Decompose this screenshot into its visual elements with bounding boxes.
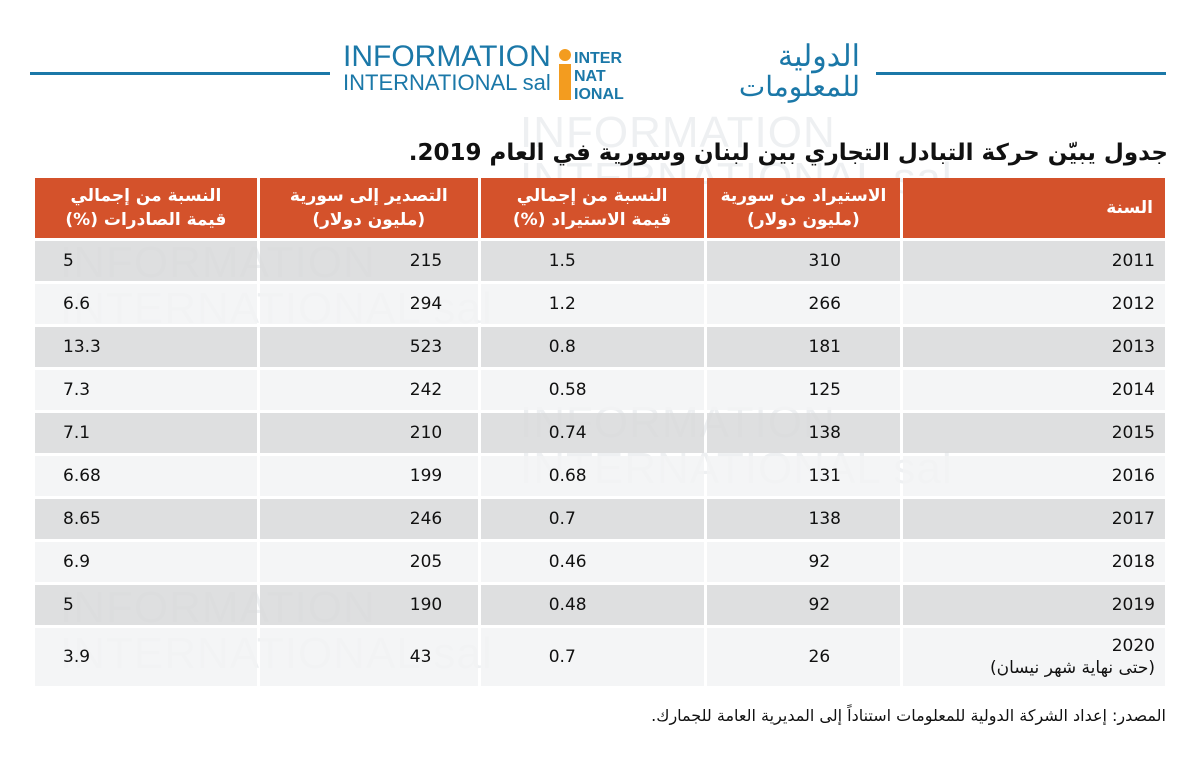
cell-exports-pct: 5	[35, 241, 257, 281]
logo-arabic: الدولية للمعلومات	[640, 42, 860, 102]
cell-year: 2016	[903, 456, 1165, 496]
cell-imports-pct: 0.7	[480, 628, 704, 686]
cell-exports-pct: 3.9	[35, 628, 257, 686]
table-row: 2018 92 0.46 205 6.9	[35, 542, 1165, 582]
table-header-row: السنة الاستيراد من سورية (مليون دولار) ا…	[35, 178, 1165, 238]
cell-exports: 199	[259, 456, 478, 496]
cell-exports-pct: 5	[35, 585, 257, 625]
cell-imports: 125	[706, 370, 901, 410]
header-imports-pct: النسبة من إجمالي قيمة الاستيراد (%)	[480, 178, 704, 238]
cell-exports-pct: 8.65	[35, 499, 257, 539]
source-note: المصدر: إعداد الشركة الدولية للمعلومات ا…	[651, 706, 1166, 725]
logo-ar-line1: الدولية	[778, 39, 860, 74]
cell-imports-pct: 0.48	[480, 585, 704, 625]
logo-mark-line1: INTER	[574, 50, 622, 67]
trade-table: السنة الاستيراد من سورية (مليون دولار) ا…	[32, 175, 1168, 689]
cell-exports: 43	[259, 628, 478, 686]
cell-imports: 131	[706, 456, 901, 496]
header-rule-right	[876, 72, 1166, 75]
table-row: 2012 266 1.2 294 6.6	[35, 284, 1165, 324]
cell-imports-pct: 1.2	[480, 284, 704, 324]
cell-imports-pct: 0.74	[480, 413, 704, 453]
header-exports-pct-line1: النسبة من إجمالي	[70, 186, 222, 206]
header-imports-pct-line1: النسبة من إجمالي	[516, 186, 668, 206]
cell-year: 2011	[903, 241, 1165, 281]
table-row: 2017 138 0.7 246 8.65	[35, 499, 1165, 539]
header-imports-pct-line2: قيمة الاستيراد (%)	[512, 210, 672, 230]
table-row: 2015 138 0.74 210 7.1	[35, 413, 1165, 453]
cell-imports-pct: 0.46	[480, 542, 704, 582]
cell-imports: 26	[706, 628, 901, 686]
cell-year-note: (حتى نهاية شهر نيسان)	[989, 658, 1155, 678]
header-exports-pct: النسبة من إجمالي قيمة الصادرات (%)	[35, 178, 257, 238]
cell-exports-pct: 13.3	[35, 327, 257, 367]
logo-en-line1: INFORMATION	[343, 40, 551, 73]
cell-imports-pct: 0.68	[480, 456, 704, 496]
logo-english: INFORMATION INTERNATIONAL sal	[343, 40, 551, 96]
cell-imports: 310	[706, 241, 901, 281]
cell-year: 2019	[903, 585, 1165, 625]
cell-exports: 246	[259, 499, 478, 539]
cell-exports: 210	[259, 413, 478, 453]
cell-exports: 190	[259, 585, 478, 625]
cell-imports: 92	[706, 585, 901, 625]
table-row: 2013 181 0.8 523 13.3	[35, 327, 1165, 367]
cell-imports-pct: 0.8	[480, 327, 704, 367]
logo-ar-line2: للمعلومات	[738, 70, 860, 103]
header-rule-left	[30, 72, 330, 75]
header-exports-line1: التصدير إلى سورية	[289, 186, 448, 206]
table-row: 2011 310 1.5 215 5	[35, 241, 1165, 281]
header-imports-line2: (مليون دولار)	[747, 210, 860, 230]
header-year: السنة	[903, 178, 1165, 238]
cell-imports-pct: 1.5	[480, 241, 704, 281]
cell-exports-pct: 7.1	[35, 413, 257, 453]
cell-exports: 242	[259, 370, 478, 410]
cell-exports-pct: 7.3	[35, 370, 257, 410]
cell-exports: 215	[259, 241, 478, 281]
table-row: 2014 125 0.58 242 7.3	[35, 370, 1165, 410]
cell-year-value: 2020	[1111, 636, 1155, 656]
cell-year: 2013	[903, 327, 1165, 367]
cell-imports: 138	[706, 413, 901, 453]
logo-en-line2: INTERNATIONAL sal	[343, 70, 551, 95]
cell-year: 2018	[903, 542, 1165, 582]
cell-imports: 138	[706, 499, 901, 539]
logo-mark-line3: IONAL	[574, 86, 624, 102]
cell-exports-pct: 6.9	[35, 542, 257, 582]
trade-table-container: السنة الاستيراد من سورية (مليون دولار) ا…	[32, 175, 1168, 689]
logo-mark-icon: INTER NAT IONAL	[559, 49, 624, 102]
cell-exports-pct: 6.68	[35, 456, 257, 496]
table-row: 2019 92 0.48 190 5	[35, 585, 1165, 625]
header-exports-line2: (مليون دولار)	[312, 210, 426, 230]
header-exports: التصدير إلى سورية (مليون دولار)	[259, 178, 478, 238]
cell-year: 2017	[903, 499, 1165, 539]
cell-exports: 294	[259, 284, 478, 324]
cell-exports: 205	[259, 542, 478, 582]
cell-imports: 92	[706, 542, 901, 582]
table-row: 2016 131 0.68 199 6.68	[35, 456, 1165, 496]
cell-year: 2015	[903, 413, 1165, 453]
cell-year: 2014	[903, 370, 1165, 410]
cell-year: 2020 (حتى نهاية شهر نيسان)	[903, 628, 1165, 686]
cell-imports: 266	[706, 284, 901, 324]
header-imports-line1: الاستيراد من سورية	[720, 186, 887, 206]
cell-year: 2012	[903, 284, 1165, 324]
header-imports: الاستيراد من سورية (مليون دولار)	[706, 178, 901, 238]
page-title: جدول يبيّن حركة التبادل التجاري بين لبنا…	[408, 140, 1168, 166]
cell-imports: 181	[706, 327, 901, 367]
table-row: 2020 (حتى نهاية شهر نيسان) 26 0.7 43 3.9	[35, 628, 1165, 686]
header-exports-pct-line2: قيمة الصادرات (%)	[65, 210, 227, 230]
logo-mark-line2: NAT	[574, 68, 606, 85]
cell-exports: 523	[259, 327, 478, 367]
cell-exports-pct: 6.6	[35, 284, 257, 324]
cell-imports-pct: 0.58	[480, 370, 704, 410]
cell-imports-pct: 0.7	[480, 499, 704, 539]
